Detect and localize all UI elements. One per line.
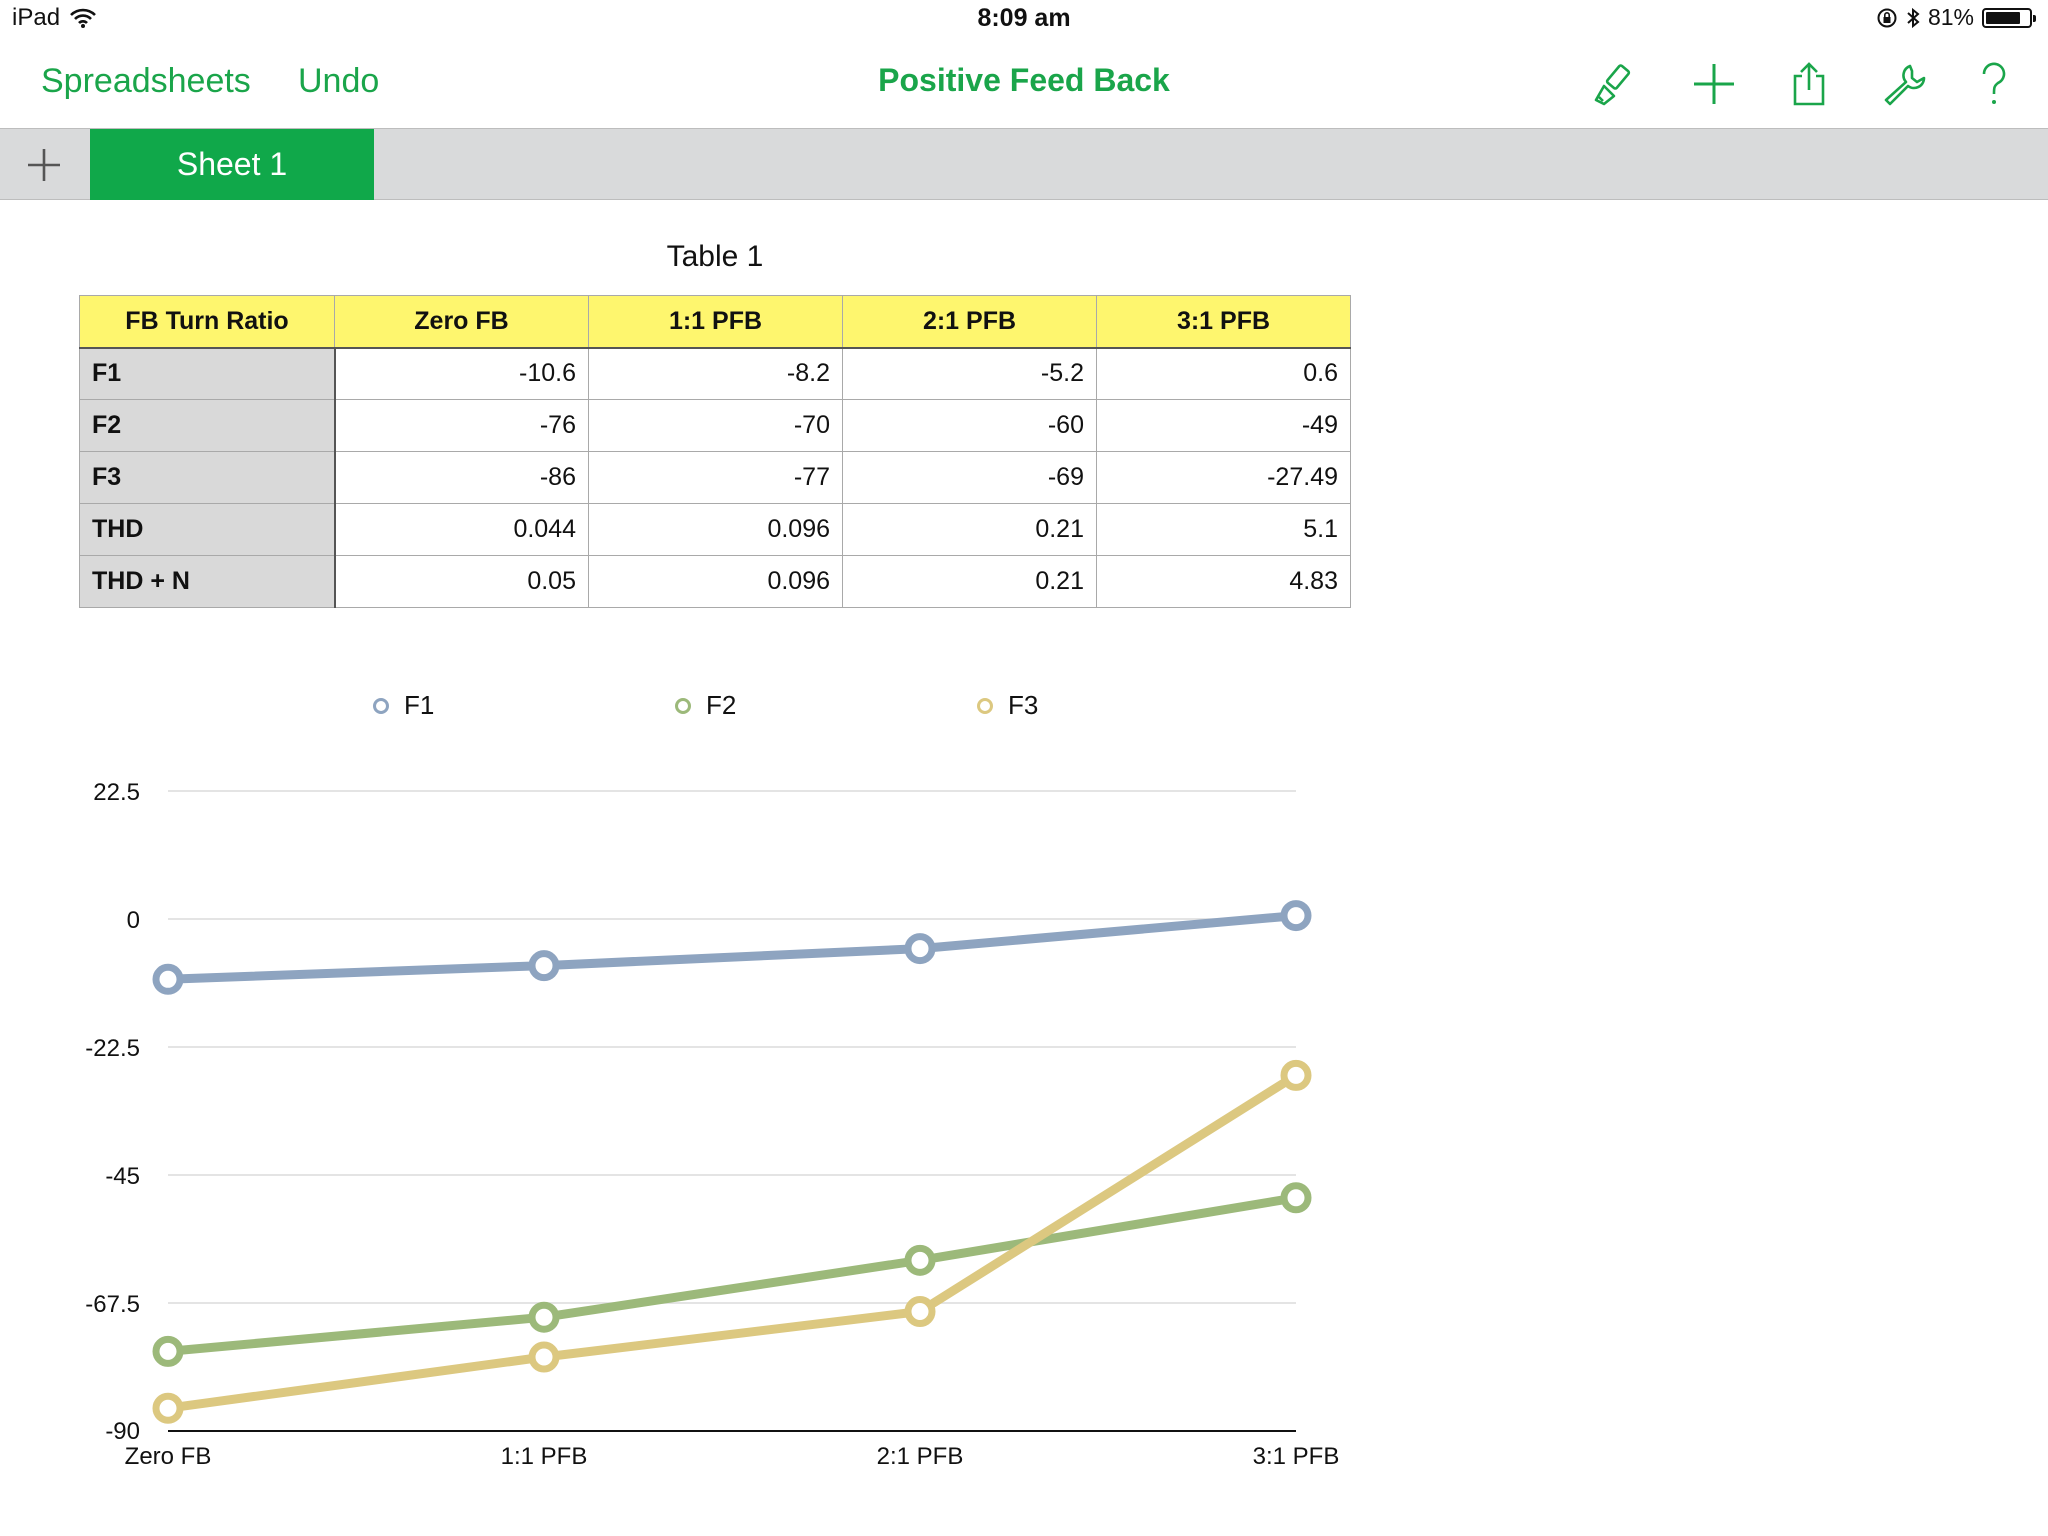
- table-cell[interactable]: 0.096: [588, 555, 843, 608]
- table-cell[interactable]: -76: [334, 399, 589, 452]
- table-cell[interactable]: -60: [842, 399, 1097, 452]
- table-title: Table 1: [666, 240, 764, 273]
- table-row: F2 -76 -70 -60 -49: [79, 399, 1351, 452]
- data-table[interactable]: FB Turn Ratio Zero FB 1:1 PFB 2:1 PFB 3:…: [79, 295, 1351, 608]
- data-point-f3: [152, 1392, 184, 1424]
- data-point-f2: [1280, 1182, 1312, 1214]
- add-icon[interactable]: [1690, 60, 1738, 108]
- x-tick-label: 1:1 PFB: [501, 1443, 588, 1470]
- table-cell[interactable]: -49: [1096, 399, 1351, 452]
- table-cell[interactable]: 5.1: [1096, 503, 1351, 556]
- row-header[interactable]: F1: [79, 347, 336, 400]
- data-point-f1: [528, 950, 560, 982]
- battery-icon: [1982, 7, 2036, 28]
- wrench-icon[interactable]: [1880, 60, 1928, 108]
- help-icon[interactable]: [1970, 60, 2018, 108]
- data-point-f2: [528, 1301, 560, 1333]
- table-cell[interactable]: -77: [588, 451, 843, 504]
- legend-item-f3: F3: [976, 690, 1038, 721]
- data-point-f1: [1280, 900, 1312, 932]
- table-cell[interactable]: 0.044: [334, 503, 589, 556]
- legend-label: F1: [404, 690, 435, 720]
- row-header[interactable]: THD: [79, 503, 336, 556]
- x-tick-label: Zero FB: [125, 1443, 212, 1470]
- column-header[interactable]: Zero FB: [334, 295, 589, 349]
- data-point-f3: [904, 1296, 936, 1328]
- status-bar: iPad 8:09 am 81%: [0, 0, 2048, 40]
- series-line-f3: [163, 1070, 1301, 1413]
- table-row: THD + N 0.05 0.096 0.21 4.83: [79, 555, 1351, 608]
- nav-bar: Spreadsheets Undo Positive Feed Back: [0, 40, 2048, 128]
- table-row: F3 -86 -77 -69 -27.49: [79, 451, 1351, 504]
- share-icon[interactable]: [1785, 60, 1833, 108]
- table-cell[interactable]: -8.2: [588, 347, 843, 400]
- table-cell[interactable]: -10.6: [334, 347, 589, 400]
- column-header[interactable]: FB Turn Ratio: [79, 295, 335, 349]
- legend-marker-f3: [977, 697, 993, 714]
- x-tick-label: 3:1 PFB: [1253, 1443, 1340, 1470]
- data-point-f2: [904, 1244, 936, 1276]
- row-header[interactable]: F3: [79, 451, 336, 504]
- series-line-f1: [163, 911, 1301, 984]
- battery-fill: [1986, 11, 2020, 24]
- y-tick-label: -67.5: [85, 1291, 140, 1318]
- row-header[interactable]: THD + N: [79, 555, 336, 608]
- legend-marker-f1: [373, 697, 389, 714]
- x-tick-label: 2:1 PFB: [877, 1443, 964, 1470]
- tab-sheet-1[interactable]: Sheet 1: [90, 129, 374, 200]
- table-row: THD 0.044 0.096 0.21 5.1: [79, 503, 1351, 556]
- legend-label: F3: [1008, 690, 1039, 720]
- column-header[interactable]: 2:1 PFB: [842, 295, 1097, 349]
- y-tick-label: -22.5: [85, 1035, 140, 1062]
- data-point-f2: [152, 1335, 184, 1367]
- series-line-f2: [163, 1193, 1301, 1356]
- status-left: iPad: [12, 4, 96, 32]
- y-tick-label: -45: [105, 1163, 140, 1190]
- table-cell[interactable]: 4.83: [1096, 555, 1351, 608]
- paintbrush-icon[interactable]: [1590, 60, 1638, 108]
- undo-button[interactable]: Undo: [298, 62, 380, 100]
- y-tick-label: 22.5: [93, 779, 140, 806]
- battery-percent: 81%: [1927, 4, 1974, 30]
- y-tick-label: -90: [105, 1418, 140, 1445]
- table-cell[interactable]: 0.21: [842, 555, 1097, 608]
- sheet-tab-bar: Sheet 1: [0, 128, 2048, 200]
- legend-marker-f2: [675, 697, 691, 714]
- chart-legend: F1 F2 F3: [0, 690, 2048, 730]
- table-cell[interactable]: 0.21: [842, 503, 1097, 556]
- table-header-row: FB Turn Ratio Zero FB 1:1 PFB 2:1 PFB 3:…: [79, 295, 1351, 349]
- row-header[interactable]: F2: [79, 399, 336, 452]
- legend-item-f2: F2: [674, 690, 736, 721]
- table-cell[interactable]: -5.2: [842, 347, 1097, 400]
- orientation-lock-icon: [1877, 8, 1897, 27]
- data-point-f1: [152, 963, 184, 995]
- data-point-f3: [1280, 1059, 1312, 1091]
- data-point-f1: [904, 933, 936, 965]
- legend-item-f1: F1: [372, 690, 434, 721]
- table-cell[interactable]: -86: [334, 451, 589, 504]
- column-header[interactable]: 3:1 PFB: [1096, 295, 1351, 349]
- spreadsheets-button[interactable]: Spreadsheets: [41, 62, 251, 100]
- status-right: 81%: [1876, 4, 2036, 31]
- legend-label: F2: [706, 690, 737, 720]
- y-tick-label: 0: [127, 907, 140, 934]
- table-cell[interactable]: 0.096: [588, 503, 843, 556]
- wifi-icon: [70, 8, 96, 28]
- add-sheet-icon[interactable]: [22, 143, 66, 187]
- table-cell[interactable]: -27.49: [1096, 451, 1351, 504]
- column-header[interactable]: 1:1 PFB: [588, 295, 843, 349]
- table-cell[interactable]: 0.05: [334, 555, 589, 608]
- data-point-f3: [528, 1341, 560, 1373]
- status-time: 8:09 am: [977, 4, 1071, 32]
- device-name: iPad: [12, 4, 61, 31]
- bluetooth-icon: [1907, 7, 1920, 28]
- table-cell[interactable]: -69: [842, 451, 1097, 504]
- table-row: F1 -10.6 -8.2 -5.2 0.6: [79, 347, 1351, 400]
- table-cell[interactable]: 0.6: [1096, 347, 1351, 400]
- table-cell[interactable]: -70: [588, 399, 843, 452]
